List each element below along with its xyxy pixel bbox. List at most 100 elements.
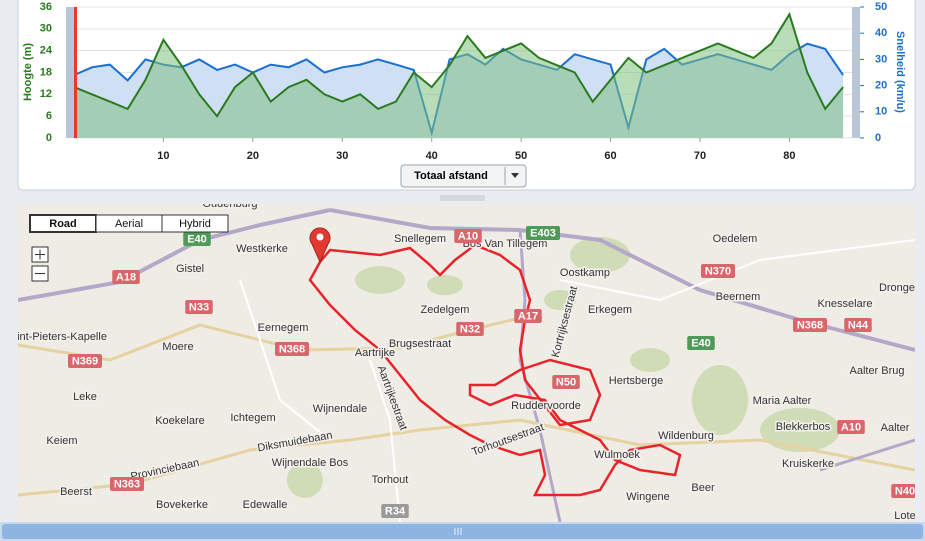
place-label: Eernegem (258, 322, 309, 334)
road-shield (701, 264, 735, 278)
scrollbar-thumb[interactable] (2, 524, 923, 539)
distance-select[interactable]: Totaal afstand (400, 164, 527, 188)
place-label: Ichtegem (230, 412, 275, 424)
x-tick-label: 60 (604, 150, 616, 162)
place-label: Ruddervoorde (511, 400, 581, 412)
y-tick-label: 24 (40, 45, 53, 57)
zoom-out[interactable] (31, 265, 49, 282)
y2-tick-label: 10 (875, 106, 887, 118)
road-label: R34 (385, 505, 406, 517)
map-type-label: Road (49, 218, 77, 230)
position-cursor (74, 7, 77, 138)
place-label: Aalter (881, 422, 910, 434)
road-shield (112, 270, 140, 284)
y-tick-label: 36 (40, 1, 52, 13)
place-label: Erkegem (588, 304, 632, 316)
place-label: Beer (691, 482, 715, 494)
road-shield (844, 318, 872, 332)
place-label: Beernem (716, 291, 761, 303)
road-shield (687, 336, 715, 350)
splitter-grip[interactable] (440, 195, 485, 201)
road-label: N44 (848, 319, 869, 331)
road-label: N40 (895, 485, 915, 497)
road-label: E40 (691, 337, 711, 349)
place-label: Hertsberge (609, 375, 663, 387)
map[interactable]: Oudenburg Westkerke Gistel Snellegem Zedelge… (17, 198, 919, 522)
zoom-in[interactable] (31, 246, 49, 263)
y2-axis-band (852, 7, 860, 138)
road-label: N33 (189, 301, 209, 313)
series-line (73, 11, 844, 118)
place-label: Kruiskerke (782, 458, 834, 470)
x-tick-label: 70 (694, 150, 706, 162)
place-label: Gistel (176, 263, 204, 275)
road-shield (552, 375, 580, 389)
place-label: Wijnendale (313, 403, 367, 415)
place-label: Bos Van Tillegem (463, 238, 548, 250)
road-shield (891, 484, 915, 498)
map-type-button[interactable] (161, 214, 229, 233)
place-label: Dronge (879, 282, 915, 294)
series-area (74, 14, 844, 138)
y-tick-label: 18 (40, 66, 52, 78)
place-label: Oedelem (713, 233, 758, 245)
place-label: Beerst (60, 486, 92, 498)
road-label: N363 (114, 478, 140, 490)
y2-tick-label: 50 (875, 1, 887, 13)
place-label: Aartrijke (355, 347, 395, 359)
route (308, 243, 682, 497)
x-tick-label: 20 (247, 150, 259, 162)
y-tick-label: 0 (46, 132, 52, 144)
road-shield (68, 354, 102, 368)
place-label: Wingene (626, 491, 669, 503)
place-label: Oostkamp (560, 267, 610, 279)
place-label: Koekelare (155, 415, 205, 427)
map-type-label: Aerial (115, 218, 143, 230)
road-label: A17 (518, 310, 538, 322)
place-label: Oudenburg (202, 198, 257, 210)
place-label: Torhout (372, 474, 409, 486)
place-label: Westkerke (236, 243, 288, 255)
map-type-control: Road Aerial Hybrid (29, 214, 229, 233)
place-label: Edewalle (243, 499, 288, 511)
place-label: Keiem (46, 435, 77, 447)
y-tick-label: 30 (40, 23, 52, 35)
road-shield (793, 318, 827, 332)
x-tick-label: 50 (515, 150, 527, 162)
y2-tick-label: 30 (875, 53, 887, 65)
place-label: Wulmoek (594, 449, 640, 461)
place-label: Maria Aalter (753, 395, 812, 407)
road-shield (837, 420, 865, 434)
road-label: A10 (458, 230, 478, 242)
place-label: Knesselare (817, 298, 872, 310)
road-shield (183, 232, 211, 246)
road-shield (381, 504, 409, 518)
road-label: A18 (116, 271, 136, 283)
road-label: N369 (72, 355, 98, 367)
scroll-grip (454, 528, 462, 535)
select-label: Totaal afstand (414, 170, 488, 182)
road-label: N50 (556, 376, 576, 388)
place-label: Lote (894, 510, 915, 522)
road-label: N368 (279, 343, 305, 355)
road-shield (454, 229, 482, 243)
y-tick-label: 6 (46, 110, 52, 122)
map-type-label: Hybrid (179, 218, 211, 230)
road-label: N32 (460, 323, 480, 335)
place-label: Leke (73, 391, 97, 403)
y2-tick-label: 20 (875, 80, 887, 92)
road-label: N370 (705, 265, 731, 277)
road-shield (185, 300, 213, 314)
y2-tick-label: 0 (875, 132, 881, 144)
road-shield (514, 309, 542, 323)
road-shield (456, 322, 484, 336)
x-tick-label: 80 (783, 150, 795, 162)
road-shield (275, 342, 309, 356)
place-label: Wildenburg (658, 430, 714, 442)
road-label: E40 (187, 233, 207, 245)
x-tick-label: 30 (336, 150, 348, 162)
road-shield (526, 226, 560, 240)
start-marker[interactable] (309, 227, 331, 264)
y-axis-title: Hoogte (m) (22, 43, 34, 101)
